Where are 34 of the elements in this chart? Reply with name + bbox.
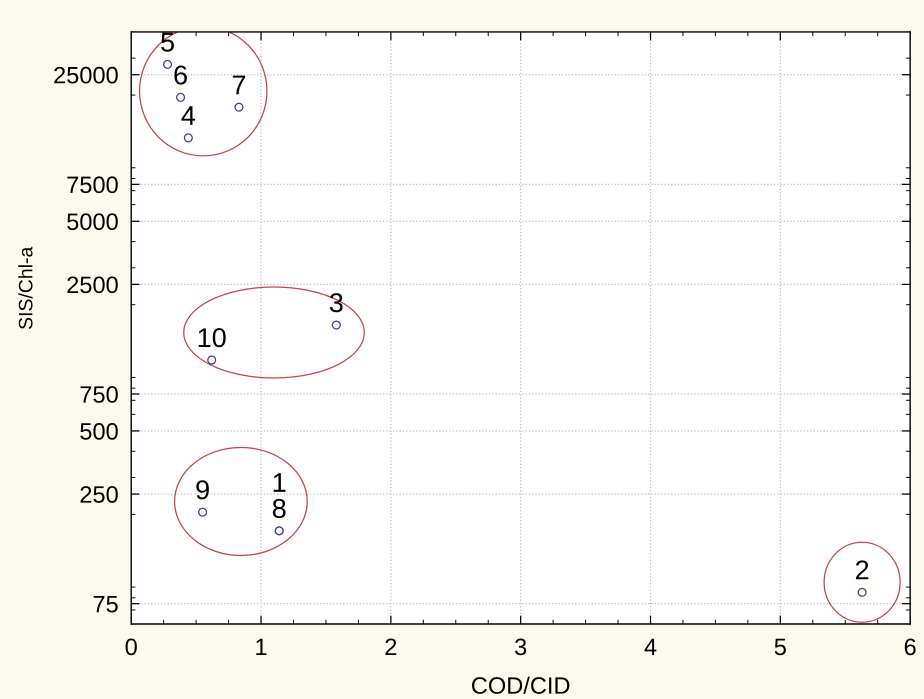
annotation: 1 (274, 473, 286, 492)
x-tick-label: 5 (774, 638, 786, 656)
annotation: 4 (181, 106, 196, 125)
point (176, 92, 186, 102)
y-axis-title: SIS/Chl-a (18, 246, 33, 330)
x-tick-label: 6 (904, 638, 916, 656)
point (184, 133, 193, 142)
point (207, 355, 216, 365)
y-tick-label: 5000 (67, 213, 118, 230)
y-tick-label: 250 (80, 486, 118, 503)
annotation: 8 (272, 498, 286, 518)
x-tick-label: 0 (126, 638, 137, 656)
annotation: 7 (232, 76, 246, 94)
point (163, 60, 172, 69)
annotation: 2 (856, 560, 868, 580)
annotation: 6 (174, 65, 187, 85)
y-tick-label: 75 (94, 596, 118, 612)
y-tick-label: 25000 (54, 66, 118, 84)
point (198, 508, 208, 517)
point (858, 588, 867, 597)
annotation: 9 (196, 480, 209, 500)
x-tick-label: 2 (385, 638, 396, 655)
y-tick-label: 7500 (67, 176, 118, 194)
point (332, 320, 341, 330)
y-tick-label: 2500 (67, 276, 118, 294)
x-tick-label: 4 (644, 638, 656, 655)
point (234, 102, 244, 112)
x-axis-title: COD/CID (472, 676, 570, 694)
x-tick-label: 3 (515, 638, 526, 656)
y-tick-label: 500 (80, 423, 118, 440)
annotation: 10 (198, 328, 226, 348)
y-tick-label: 750 (80, 386, 118, 403)
annotation: 5 (161, 32, 174, 52)
x-tick-label: 1 (256, 638, 266, 655)
